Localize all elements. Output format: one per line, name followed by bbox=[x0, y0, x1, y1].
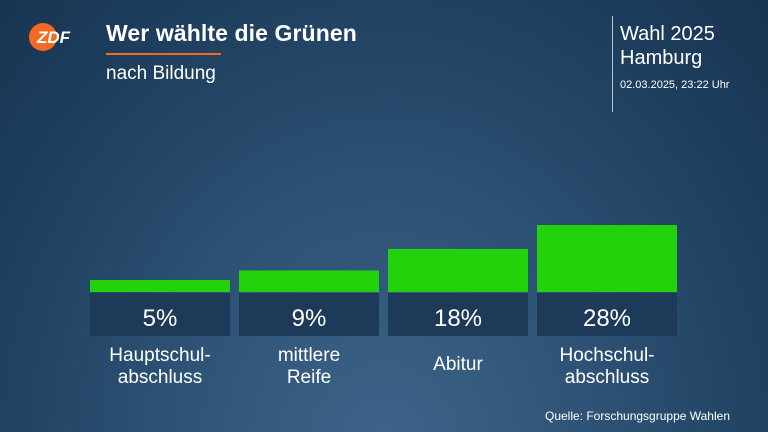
chart-title: Wer wählte die Grünen bbox=[106, 20, 357, 46]
value-label-0: 5% bbox=[143, 305, 178, 332]
header-divider bbox=[612, 16, 613, 112]
logo-text: ZDF bbox=[36, 28, 71, 47]
category-label-2-0: Abitur bbox=[433, 354, 483, 375]
election-title: Wahl 2025 bbox=[620, 23, 715, 45]
chart-subtitle: nach Bildung bbox=[106, 63, 216, 84]
category-label-0-0: Hauptschul- bbox=[109, 345, 210, 366]
category-label-0-1: abschluss bbox=[118, 367, 203, 388]
timestamp: 02.03.2025, 23:22 Uhr bbox=[620, 79, 730, 91]
category-label-3-0: Hochschul- bbox=[559, 345, 654, 366]
source-note: Quelle: Forschungsgruppe Wahlen bbox=[545, 409, 730, 423]
category-label-3-1: abschluss bbox=[565, 367, 650, 388]
zdf-logo: ZDF bbox=[29, 23, 71, 51]
value-box-3 bbox=[537, 293, 677, 336]
title-underline bbox=[106, 53, 221, 55]
category-label-1-0: mittlere bbox=[278, 345, 340, 366]
value-box-2 bbox=[388, 293, 528, 336]
logo-circle bbox=[29, 23, 57, 51]
bar-0 bbox=[90, 280, 230, 292]
bar-3 bbox=[537, 225, 677, 292]
value-label-1: 9% bbox=[292, 305, 327, 332]
value-box-0 bbox=[90, 293, 230, 336]
election-region: Hamburg bbox=[620, 47, 703, 69]
value-label-2: 18% bbox=[434, 305, 482, 332]
election-info: Wahl 2025 Hamburg bbox=[620, 22, 715, 70]
category-label-1-1: Reife bbox=[287, 367, 331, 388]
value-label-3: 28% bbox=[583, 305, 631, 332]
value-box-1 bbox=[239, 293, 379, 336]
bar-1 bbox=[239, 270, 379, 292]
bar-2 bbox=[388, 248, 528, 292]
